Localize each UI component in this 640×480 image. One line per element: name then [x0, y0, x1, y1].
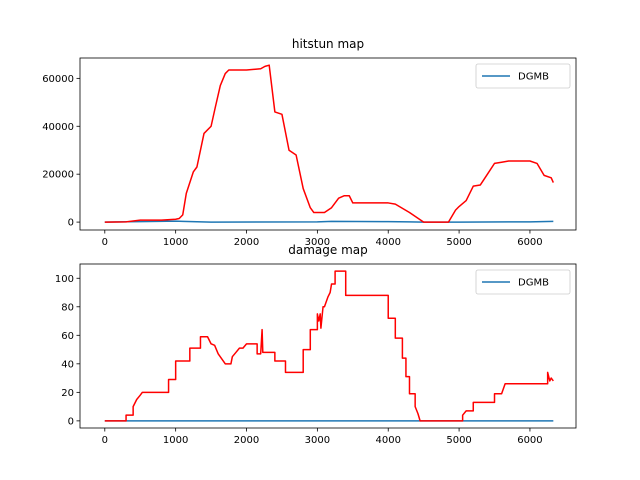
damage-subplot: damage map 0 1000 2000 3000 4000 5000 6000 0 20 4… [55, 243, 577, 446]
x-tick-label: 3000 [305, 237, 330, 248]
plot-frame [79, 57, 577, 231]
legend: DGMB [475, 63, 571, 89]
x-tick-label: 0 [102, 435, 108, 446]
y-tick-label: 60000 [42, 74, 74, 85]
y-tick-label: 40 [61, 359, 74, 370]
chart-title: damage map [288, 243, 368, 257]
x-tick-label: 4000 [376, 237, 401, 248]
y-tick-label: 60 [61, 331, 74, 342]
plot-frame [79, 263, 577, 429]
y-tick-label: 80 [61, 302, 74, 313]
x-tick-label: 1000 [163, 237, 188, 248]
legend-label: DGMB [518, 278, 549, 289]
x-tick-label: 3000 [305, 435, 330, 446]
x-tick-label: 2000 [234, 435, 259, 446]
x-tick-label: 5000 [446, 435, 471, 446]
y-tick-label: 40000 [42, 122, 74, 133]
y-tick-label: 0 [68, 416, 74, 427]
legend-label: DGMB [518, 72, 549, 83]
series-line-red-1 [104, 270, 554, 422]
plot-area [104, 270, 554, 422]
y-tick-label: 0 [68, 218, 74, 229]
series-line-dgmb [104, 220, 554, 223]
series-line-red-1 [104, 64, 555, 223]
y-tick-label: 20 [61, 388, 74, 399]
plot-area [104, 64, 555, 223]
x-tick-label: 2000 [234, 237, 259, 248]
chart-title: hitstun map [292, 37, 364, 51]
x-tick-label: 1000 [163, 435, 188, 446]
legend-box [475, 269, 571, 295]
x-tick-label: 6000 [517, 435, 542, 446]
hitstun-subplot: hitstun map 0 1000 2000 3000 4000 5000 6000020… [42, 37, 577, 248]
x-tick-label: 5000 [446, 237, 471, 248]
y-tick-label: 20000 [42, 170, 74, 181]
legend: DGMB [475, 269, 571, 295]
y-tick-label: 100 [55, 274, 74, 285]
x-tick-label: 6000 [517, 237, 542, 248]
x-tick-label: 4000 [376, 435, 401, 446]
legend-box [475, 63, 571, 89]
x-tick-label: 0 [102, 237, 108, 248]
